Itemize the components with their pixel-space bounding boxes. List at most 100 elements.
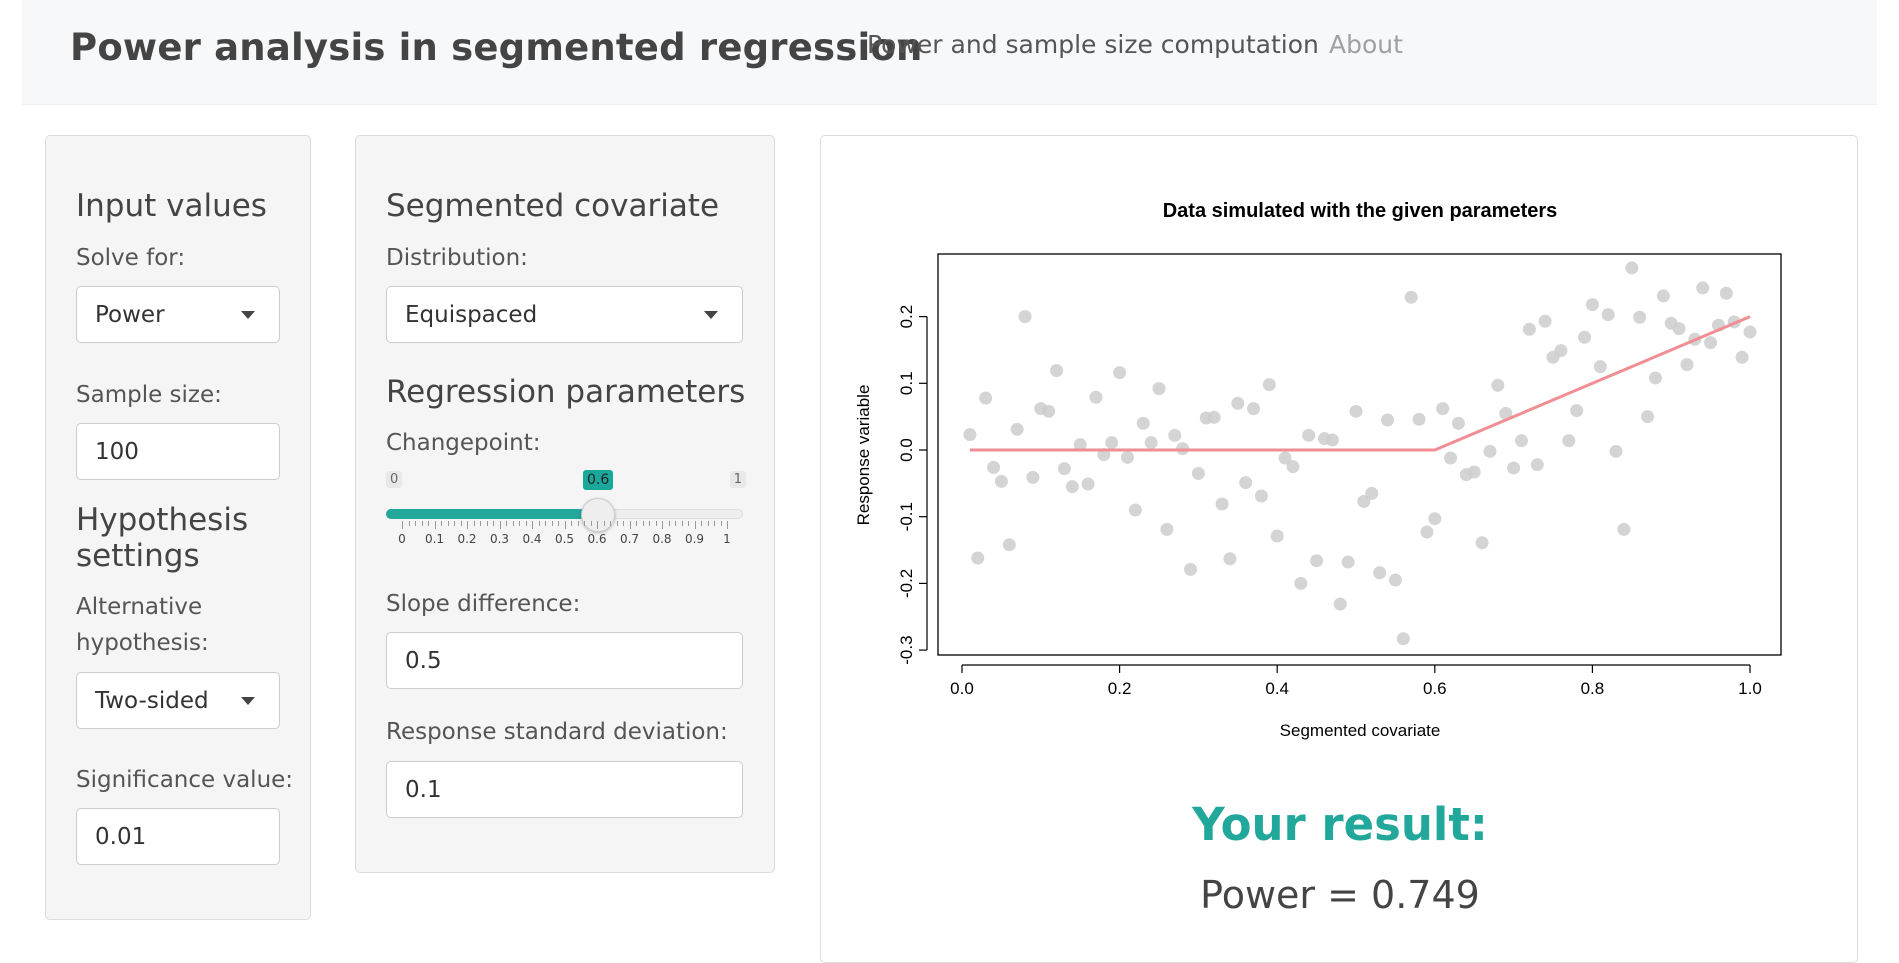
slider-tick (714, 521, 715, 526)
slider-tick (603, 521, 605, 526)
significance-label: Significance value: (76, 767, 294, 793)
slider-tick (577, 521, 579, 526)
slider-tick-label: 0.4 (522, 532, 542, 546)
slider-tick (675, 521, 676, 526)
slider-tick (525, 521, 527, 526)
slider-tick-label: 0.7 (619, 532, 640, 546)
slider-tick (532, 521, 533, 529)
covariate-panel: Segmented covariate Distribution: Equisp… (355, 135, 775, 873)
significance-input[interactable]: 0.01 (76, 808, 280, 865)
hypothesis-title-line1: Hypothesis (76, 502, 249, 538)
slider-tick (545, 521, 546, 526)
slider-tick (441, 521, 442, 526)
result-value: Power = 0.749 (1200, 873, 1480, 917)
slider-tick-label: 0.9 (684, 532, 705, 546)
slider-tick-label: 0.6 (587, 532, 607, 546)
input-values-panel: Input values Solve for: Power Sample siz… (45, 135, 311, 920)
slider-tick (629, 521, 631, 529)
slider-tick (499, 521, 501, 529)
response-sd-label: Response standard deviation: (386, 719, 728, 745)
slider-tick (720, 521, 722, 526)
slider-tick (408, 521, 410, 526)
slider-handle[interactable] (581, 498, 615, 532)
slider-tick (636, 521, 637, 526)
alternative-hypothesis-select[interactable]: Two-sided (76, 672, 280, 729)
slider-tick (584, 521, 585, 526)
slider-tick (655, 521, 657, 526)
chevron-down-icon (241, 310, 255, 319)
alternative-label-line2: hypothesis: (76, 630, 209, 656)
chevron-down-icon (704, 310, 718, 319)
slider-tick (564, 521, 566, 529)
slider-tick (512, 521, 514, 526)
changepoint-slider[interactable]: 0 1 0.6 0 0.1 0.2 0.3 0.4 0.5 0.6 0.7 0.8 0.9 1 (386, 470, 746, 546)
slider-tick (662, 521, 663, 529)
solve-for-value: Power (95, 301, 165, 328)
slider-tick (428, 521, 429, 526)
slider-tick (616, 521, 618, 526)
slider-tick (467, 521, 468, 529)
result-title: Your result: (1192, 798, 1488, 851)
app-title[interactable]: Power analysis in segmented regression (70, 26, 923, 69)
slider-tick (597, 521, 598, 529)
slider-tick (668, 521, 670, 526)
slider-tick (402, 521, 403, 529)
nav-about[interactable]: About (1329, 30, 1403, 59)
slider-tick (558, 521, 559, 526)
slider-tick (538, 521, 540, 526)
slider-tick-label: 1 (723, 532, 731, 546)
slope-difference-input[interactable]: 0.5 (386, 632, 743, 689)
slider-tick (681, 521, 683, 526)
solve-for-select[interactable]: Power (76, 286, 280, 343)
regression-parameters-title: Regression parameters (386, 374, 746, 410)
changepoint-label: Changepoint: (386, 430, 541, 456)
slider-tick-label: 0 (398, 532, 406, 546)
slider-tick-label: 0.8 (652, 532, 672, 546)
slider-tick (610, 521, 611, 526)
slider-tick (454, 521, 455, 526)
slider-tick (519, 521, 520, 526)
alternative-hypothesis-value: Two-sided (95, 687, 209, 714)
slider-tick (701, 521, 702, 526)
slider-tick (642, 521, 644, 526)
slider-tick (447, 521, 449, 526)
slider-tick (460, 521, 462, 526)
slider-tick (480, 521, 481, 526)
slider-tick (694, 521, 696, 529)
alternative-label-line1: Alternative (76, 594, 203, 620)
slider-tick (421, 521, 423, 526)
slider-max-label: 1 (729, 471, 746, 488)
slider-tick (434, 521, 436, 529)
slider-tick (571, 521, 572, 526)
input-values-title: Input values (76, 188, 267, 224)
slider-tick (707, 521, 709, 526)
solve-for-label: Solve for: (76, 245, 186, 271)
slider-tick (473, 521, 475, 526)
slope-difference-label: Slope difference: (386, 591, 581, 617)
distribution-label: Distribution: (386, 245, 528, 271)
slider-tick (623, 521, 624, 526)
slider-tick (415, 521, 416, 526)
slider-tick (590, 521, 592, 526)
segmented-covariate-title: Segmented covariate (386, 188, 720, 224)
slider-tick (506, 521, 507, 526)
navbar: Power analysis in segmented regression P… (22, 0, 1877, 105)
response-sd-input[interactable]: 0.1 (386, 761, 743, 818)
distribution-select[interactable]: Equispaced (386, 286, 743, 343)
sample-size-input[interactable]: 100 (76, 423, 280, 480)
slider-tick (727, 521, 728, 529)
slider-fill (386, 509, 597, 519)
slider-tick (551, 521, 553, 526)
slider-tick (493, 521, 494, 526)
hypothesis-title-line2: settings (76, 538, 200, 574)
slider-tick-label: 0.1 (424, 532, 445, 546)
slider-tick (649, 521, 650, 526)
slider-tick-label: 0.5 (554, 532, 575, 546)
slider-tick-label: 0.2 (457, 532, 477, 546)
distribution-value: Equispaced (405, 301, 538, 328)
slider-tick (688, 521, 689, 526)
nav-power-sample-size[interactable]: Power and sample size computation (867, 30, 1319, 59)
slider-tick (486, 521, 488, 526)
sample-size-label: Sample size: (76, 382, 222, 408)
slider-tick-label: 0.3 (489, 532, 510, 546)
